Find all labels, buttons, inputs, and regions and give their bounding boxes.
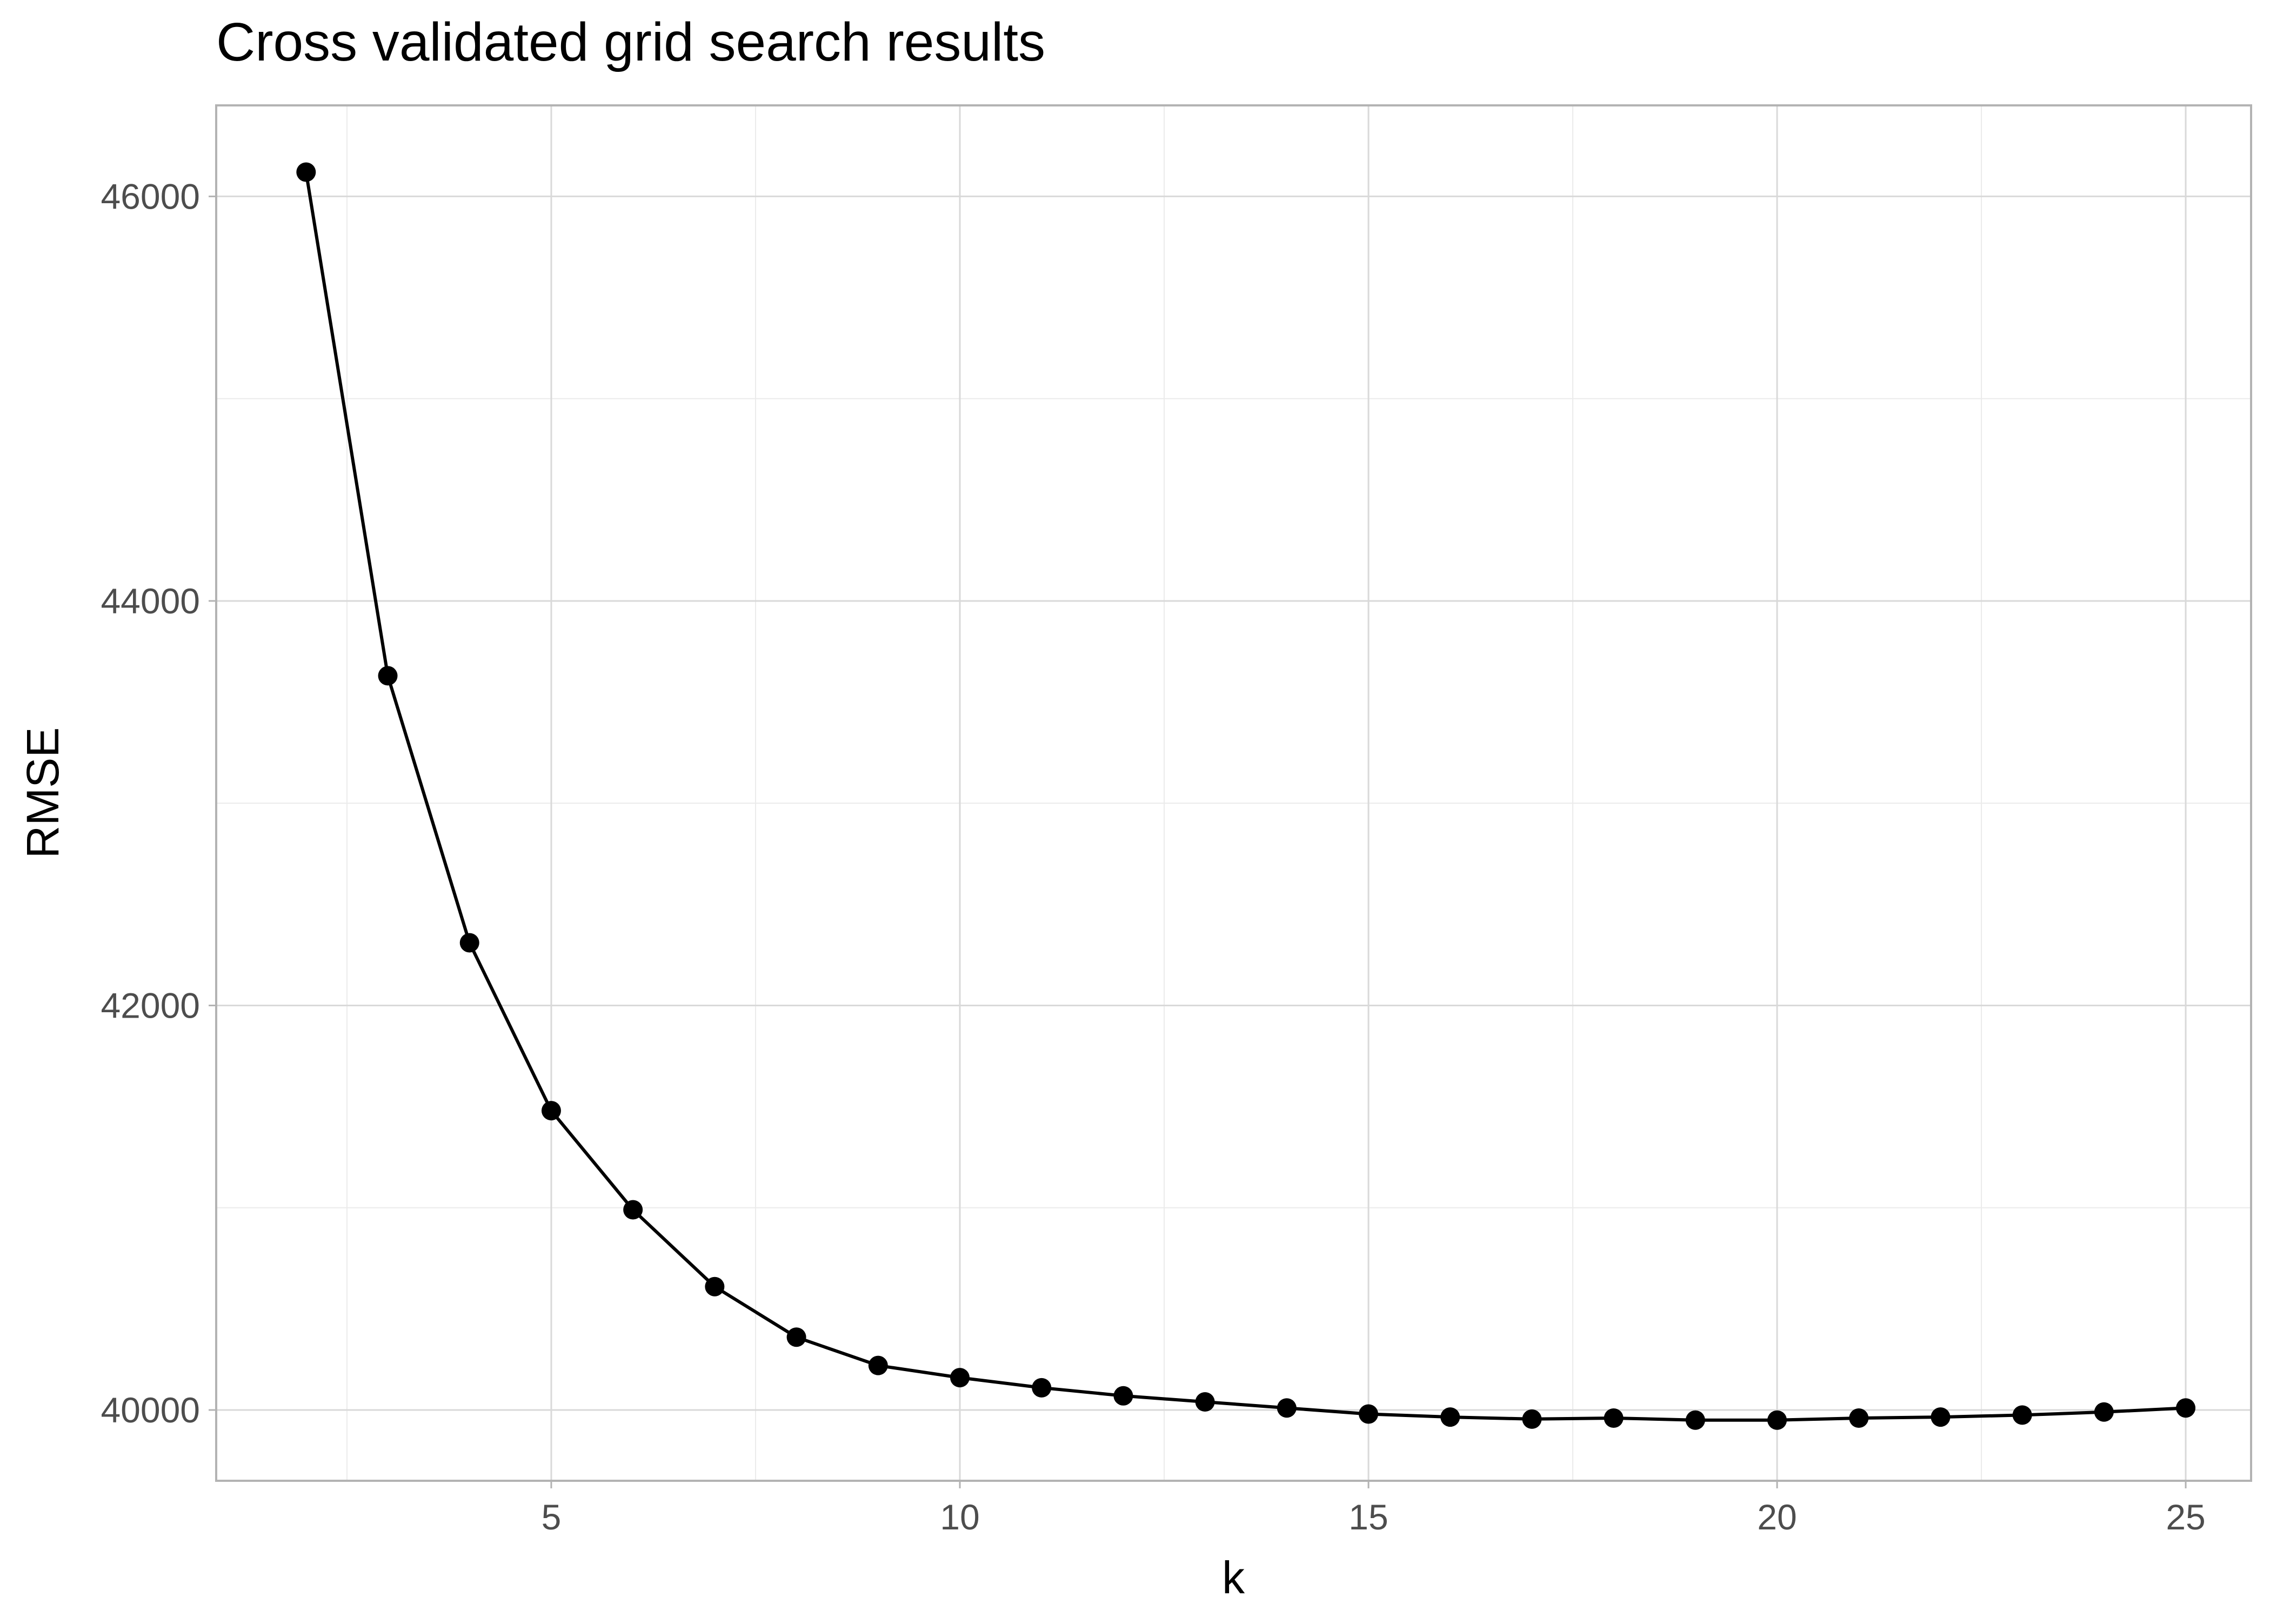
data-point xyxy=(950,1368,970,1388)
x-tick-label: 25 xyxy=(2166,1497,2205,1537)
data-point xyxy=(786,1327,806,1347)
data-point xyxy=(1604,1408,1624,1428)
series-line xyxy=(304,172,2186,1422)
data-point xyxy=(2176,1398,2196,1418)
y-tick-label: 42000 xyxy=(101,985,200,1025)
data-point xyxy=(623,1200,643,1220)
data-point xyxy=(1440,1407,1460,1427)
x-axis-label: k xyxy=(1222,1552,1245,1603)
data-point xyxy=(296,162,316,182)
data-point xyxy=(705,1277,725,1296)
data-point xyxy=(2094,1402,2114,1422)
x-tick-label: 10 xyxy=(940,1497,979,1537)
data-point xyxy=(1277,1398,1297,1418)
y-axis-tick-labels: 40000 42000 44000 46000 xyxy=(101,176,200,1430)
rmse-series xyxy=(296,162,2196,1430)
x-tick-label: 5 xyxy=(542,1497,562,1537)
y-tick-label: 46000 xyxy=(101,176,200,216)
data-point xyxy=(541,1101,561,1121)
data-point xyxy=(1931,1407,1951,1427)
y-tick-label: 40000 xyxy=(101,1390,200,1430)
y-axis-label: RMSE xyxy=(17,727,68,859)
data-point xyxy=(1113,1386,1133,1406)
x-axis-tick-labels: 5 10 15 20 25 xyxy=(542,1497,2206,1537)
data-point xyxy=(378,666,398,686)
x-tick-label: 20 xyxy=(1757,1497,1797,1537)
data-point xyxy=(459,933,479,953)
minor-gridlines xyxy=(216,105,2251,1481)
axis-ticks xyxy=(209,195,2187,1488)
data-point xyxy=(1522,1409,1542,1429)
data-point xyxy=(1767,1410,1787,1430)
data-point xyxy=(1849,1408,1869,1428)
chart-title: Cross validated grid search results xyxy=(216,12,1045,72)
x-tick-label: 15 xyxy=(1348,1497,1388,1537)
plot-panel-border xyxy=(215,104,2252,1482)
data-point xyxy=(1685,1410,1705,1430)
major-gridlines xyxy=(216,105,2251,1481)
data-point xyxy=(1032,1378,1052,1398)
y-tick-label: 44000 xyxy=(101,581,200,621)
data-point xyxy=(868,1355,888,1375)
data-point xyxy=(1195,1392,1215,1412)
data-point xyxy=(2012,1405,2032,1425)
data-point xyxy=(1358,1404,1378,1424)
